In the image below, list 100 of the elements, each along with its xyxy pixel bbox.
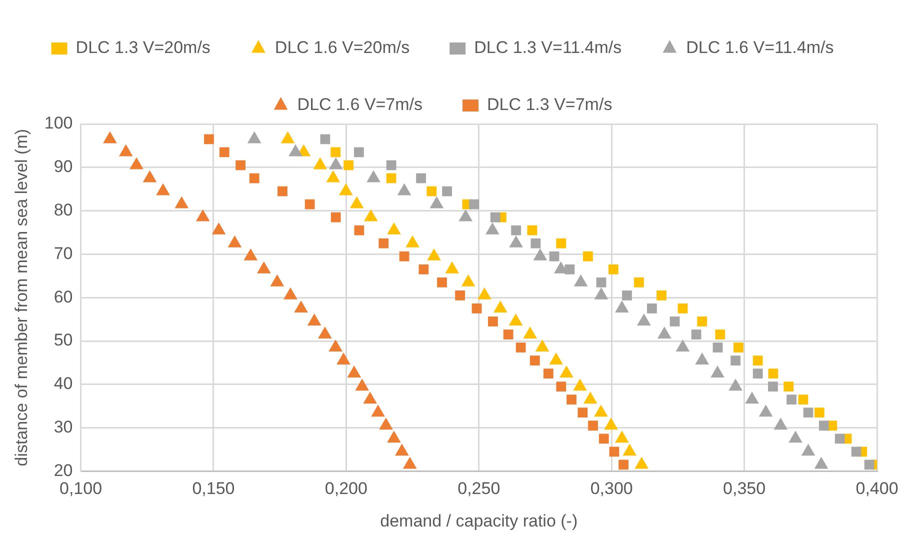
point: [564, 264, 575, 274]
point: [549, 251, 560, 262]
point: [478, 287, 492, 300]
point: [594, 404, 608, 417]
point: [399, 251, 410, 262]
point: [851, 446, 862, 457]
point: [430, 196, 444, 208]
point: [535, 340, 550, 352]
point: [730, 356, 740, 366]
y-tick-label: 80: [54, 200, 73, 220]
point: [288, 144, 302, 156]
point: [397, 183, 412, 196]
point: [212, 222, 226, 234]
point: [818, 420, 829, 431]
point: [270, 274, 284, 286]
point: [560, 366, 574, 378]
point: [313, 157, 328, 170]
x-axis-title: demand / capacity ratio (-): [380, 511, 578, 530]
point: [637, 313, 651, 326]
point: [394, 444, 409, 456]
point: [244, 248, 258, 260]
point: [236, 160, 246, 170]
point: [609, 446, 620, 457]
point: [676, 340, 690, 352]
point: [715, 330, 726, 340]
point: [256, 261, 271, 274]
point: [533, 248, 548, 260]
point: [814, 456, 828, 469]
y-tick-label: 20: [54, 460, 73, 480]
point: [646, 304, 657, 314]
point: [634, 456, 649, 469]
point: [320, 134, 330, 144]
point: [196, 209, 210, 222]
point: [304, 199, 315, 210]
point: [634, 277, 644, 288]
x-tick-label: 0,150: [192, 479, 235, 498]
point: [712, 342, 723, 352]
x-tick-label: 0,200: [324, 479, 368, 498]
point: [284, 287, 298, 300]
point: [330, 212, 341, 222]
point: [556, 382, 566, 392]
point: [728, 378, 742, 391]
x-tick-label: 0,250: [458, 479, 500, 498]
point: [710, 366, 724, 378]
point: [307, 313, 322, 326]
point: [608, 264, 618, 274]
point: [156, 183, 170, 196]
point: [330, 147, 341, 158]
point: [523, 326, 538, 338]
point: [657, 326, 672, 338]
legend-label: DLC 1.3 V=20m/s: [76, 38, 210, 58]
point: [228, 235, 242, 248]
y-axis-title: distance of member from mean sea level (m): [12, 128, 31, 466]
point: [604, 418, 618, 430]
point: [745, 392, 759, 404]
y-tick-label: 40: [54, 374, 73, 394]
point: [350, 196, 364, 208]
point: [103, 131, 117, 144]
point: [678, 304, 688, 314]
point: [493, 300, 508, 312]
point: [784, 382, 794, 392]
point: [622, 290, 632, 300]
point: [691, 330, 702, 340]
point: [566, 394, 576, 405]
point: [387, 430, 401, 443]
point: [328, 157, 343, 170]
point: [366, 170, 380, 182]
point: [752, 356, 763, 366]
point: [622, 444, 637, 456]
point: [437, 277, 447, 288]
y-tick-label: 60: [54, 287, 73, 306]
point: [355, 378, 370, 391]
point: [336, 352, 350, 365]
point: [204, 134, 214, 144]
point: [347, 366, 362, 378]
point: [344, 160, 354, 170]
point: [379, 418, 393, 430]
point: [386, 160, 396, 170]
point: [594, 287, 608, 300]
point: [801, 444, 816, 456]
point: [527, 225, 538, 236]
point: [588, 420, 598, 431]
point: [118, 144, 133, 156]
legend-label: DLC 1.6 V=11.4m/s: [686, 38, 834, 58]
point: [378, 238, 389, 248]
point: [338, 183, 353, 196]
point: [615, 430, 629, 443]
point: [574, 274, 588, 286]
point: [695, 352, 710, 365]
point: [752, 368, 763, 378]
point: [530, 238, 541, 248]
legend-label: DLC 1.6 V=7m/s: [297, 95, 423, 114]
point: [469, 199, 480, 210]
point: [834, 434, 845, 444]
point: [294, 300, 308, 312]
point: [318, 326, 332, 338]
point: [455, 290, 465, 300]
point: [426, 186, 437, 196]
point: [371, 404, 385, 417]
x-tick-label: 0,400: [856, 479, 898, 498]
